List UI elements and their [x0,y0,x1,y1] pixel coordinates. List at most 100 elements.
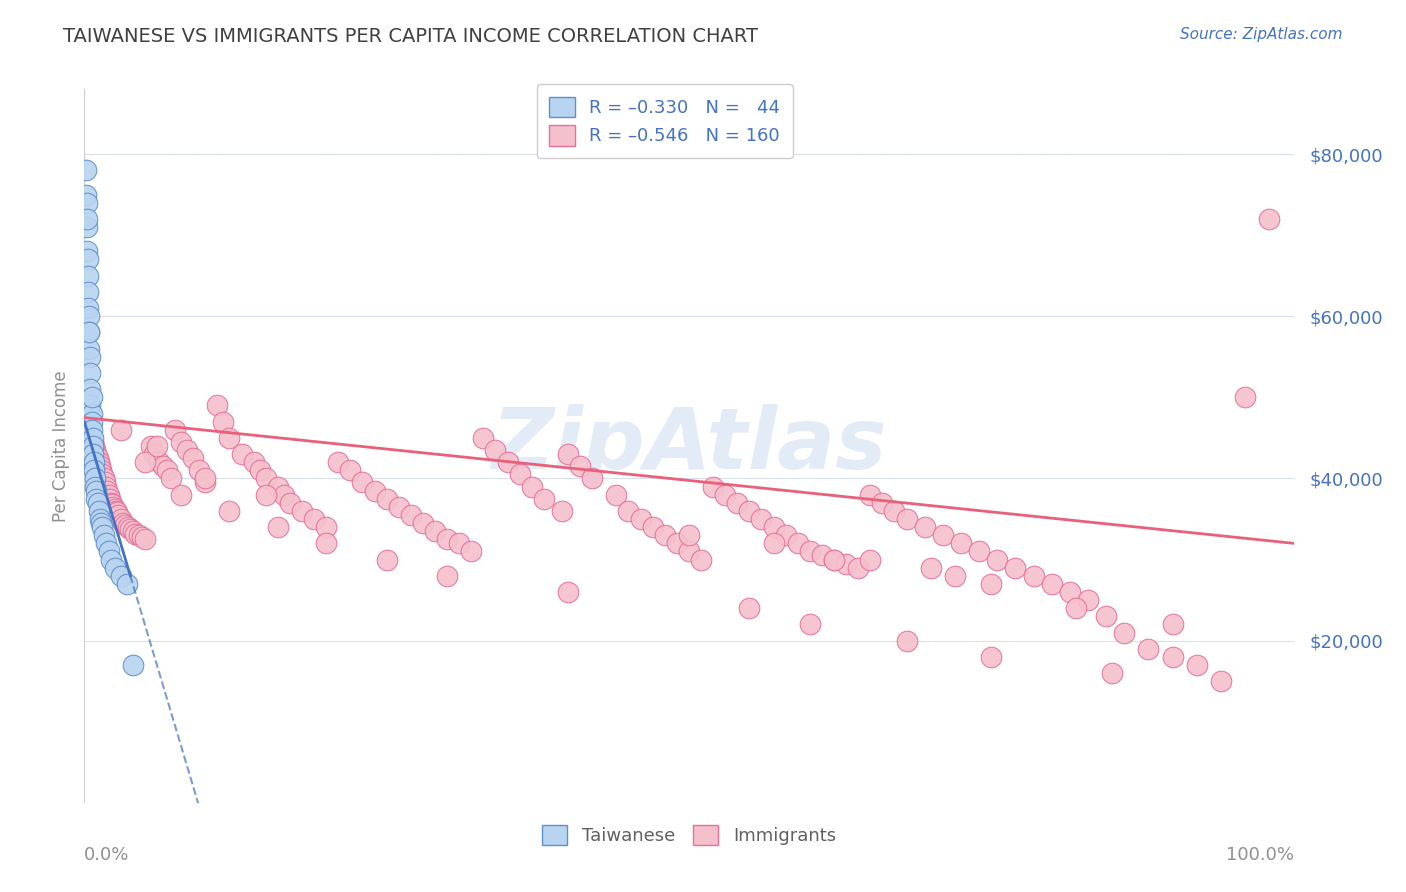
Point [557,585,579,599]
Point [79,382,101,396]
Point [1161,617,1184,632]
Point [80,415,103,429]
Point [103,500,125,514]
Point [1114,625,1136,640]
Point [388,500,411,514]
Point [1040,577,1063,591]
Point [630,512,652,526]
Point [80,390,103,404]
Point [155,463,177,477]
Point [79,399,101,413]
Point [89,512,111,526]
Point [110,423,132,437]
Point [328,455,350,469]
Point [94,479,117,493]
Point [83,439,105,453]
Text: TAIWANESE VS IMMIGRANTS PER CAPITA INCOME CORRELATION CHART: TAIWANESE VS IMMIGRANTS PER CAPITA INCOM… [63,27,758,45]
Point [1077,593,1099,607]
Point [678,544,700,558]
Point [714,488,737,502]
Point [82,447,104,461]
Point [273,488,295,502]
Point [920,560,942,574]
Point [90,463,112,477]
Text: 100.0%: 100.0% [1226,846,1294,863]
Point [690,552,713,566]
Point [339,463,361,477]
Point [176,443,198,458]
Point [641,520,664,534]
Point [77,252,100,267]
Point [980,649,1002,664]
Point [170,488,193,502]
Point [100,496,122,510]
Point [1101,666,1123,681]
Point [1185,657,1208,672]
Point [617,504,640,518]
Point [86,491,108,506]
Point [107,508,129,522]
Point [82,434,104,449]
Point [148,455,170,469]
Point [121,657,143,672]
Point [152,459,174,474]
Point [267,479,290,493]
Point [423,524,446,538]
Text: ZipAtlas: ZipAtlas [491,404,887,488]
Point [77,326,100,340]
Point [762,536,785,550]
Point [412,516,434,530]
Point [77,423,100,437]
Point [242,455,264,469]
Point [315,520,337,534]
Point [823,552,845,566]
Point [762,520,785,534]
Point [484,443,506,458]
Point [1258,211,1281,226]
Point [846,560,869,574]
Point [654,528,676,542]
Point [231,447,253,461]
Point [436,568,458,582]
Point [859,488,882,502]
Point [104,560,127,574]
Point [569,459,592,474]
Point [472,431,495,445]
Point [94,536,117,550]
Point [105,506,128,520]
Point [352,475,374,490]
Point [194,471,217,485]
Point [823,552,845,566]
Point [1161,649,1184,664]
Point [932,528,955,542]
Point [98,491,121,506]
Point [89,459,111,474]
Point [80,423,103,437]
Point [291,504,314,518]
Point [967,544,990,558]
Point [678,528,700,542]
Point [87,455,110,469]
Point [76,211,98,226]
Point [883,504,905,518]
Point [94,475,117,490]
Point [146,439,169,453]
Point [117,520,139,534]
Point [859,552,882,566]
Point [496,455,519,469]
Point [97,544,120,558]
Point [120,522,142,536]
Point [86,451,108,466]
Text: Source: ZipAtlas.com: Source: ZipAtlas.com [1180,27,1343,42]
Point [79,366,101,380]
Point [80,431,103,445]
Point [751,512,773,526]
Point [165,423,187,437]
Point [581,471,603,485]
Point [84,443,107,458]
Point [896,633,918,648]
Point [91,467,114,482]
Point [84,471,107,485]
Point [436,533,458,547]
Point [799,544,821,558]
